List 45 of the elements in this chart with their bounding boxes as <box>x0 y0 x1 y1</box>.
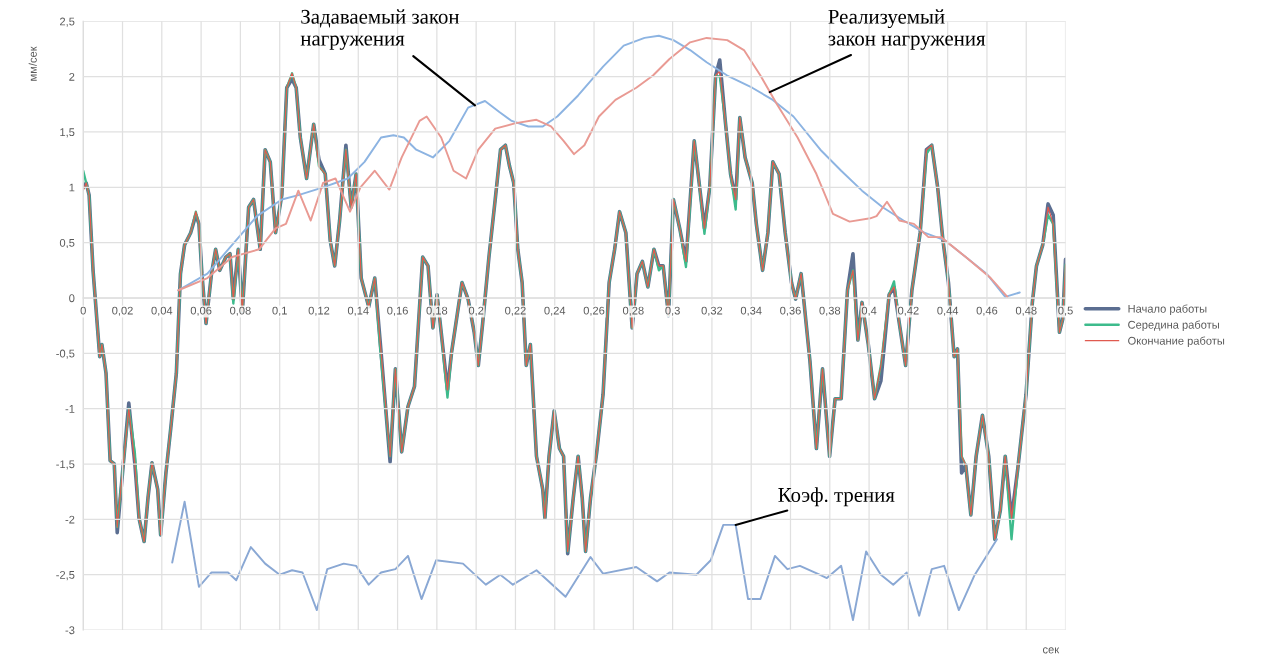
y-tick-label: -2 <box>65 515 75 524</box>
x-tick-label: 0,28 <box>622 306 644 316</box>
y-tick-label: 2,5 <box>60 17 75 27</box>
x-tick-label: 0,5 <box>1058 306 1073 316</box>
annotation: Задаваемый закон нагружения <box>300 9 460 50</box>
legend-label: Окончание работы <box>1128 336 1225 347</box>
x-tick-label: 0,44 <box>937 306 959 316</box>
x-tick-label: 0,36 <box>780 306 801 316</box>
legend-label: Середина работы <box>1128 320 1219 331</box>
y-tick-label: -1 <box>65 405 75 413</box>
x-tick-label: 0,14 <box>347 306 369 316</box>
x-tick-label: 0,46 <box>976 306 998 316</box>
x-tick-label: 0,06 <box>190 306 212 316</box>
y-axis-title: мм/сек <box>28 46 37 81</box>
y-tick-label: 2 <box>69 72 75 81</box>
x-tick-label: 0,1 <box>272 306 287 316</box>
x-axis-title: сек <box>1042 647 1060 654</box>
x-tick-label: 0,02 <box>112 306 133 316</box>
x-tick-label: 0,38 <box>819 306 841 316</box>
annotation: Реализуемый закон нагружения <box>828 9 986 50</box>
x-tick-label: 0,42 <box>898 306 919 316</box>
x-tick-label: 0,48 <box>1015 306 1037 316</box>
x-tick-label: 0,22 <box>505 306 526 316</box>
x-tick-label: 0,34 <box>740 306 762 316</box>
x-tick-label: 0,16 <box>387 306 408 316</box>
x-tick-label: 0,26 <box>583 306 605 316</box>
annotation: Коэф. трения <box>778 487 895 507</box>
y-tick-label: 0,5 <box>59 238 75 249</box>
x-tick-label: 0,2 <box>468 306 484 316</box>
x-tick-label: 0,32 <box>701 306 723 316</box>
y-tick-label: 1,5 <box>60 128 75 138</box>
y-tick-label: -3 <box>65 626 75 635</box>
x-tick-label: 0,12 <box>308 306 330 316</box>
x-tick-label: 0,24 <box>544 306 566 316</box>
y-tick-label: -1,5 <box>56 460 75 470</box>
x-tick-label: 0,3 <box>665 306 680 316</box>
y-tick-label: -2,5 <box>56 570 75 581</box>
x-tick-label: 0,18 <box>426 306 448 316</box>
x-tick-label: 0,4 <box>861 306 877 316</box>
y-tick-label: -0,5 <box>56 349 75 359</box>
x-tick-label: 0,04 <box>151 306 173 316</box>
y-tick-label: 1 <box>69 183 75 192</box>
x-tick-label: 0 <box>80 306 86 315</box>
y-tick-label: 0 <box>69 294 75 303</box>
legend-label: Начало работы <box>1128 304 1207 315</box>
